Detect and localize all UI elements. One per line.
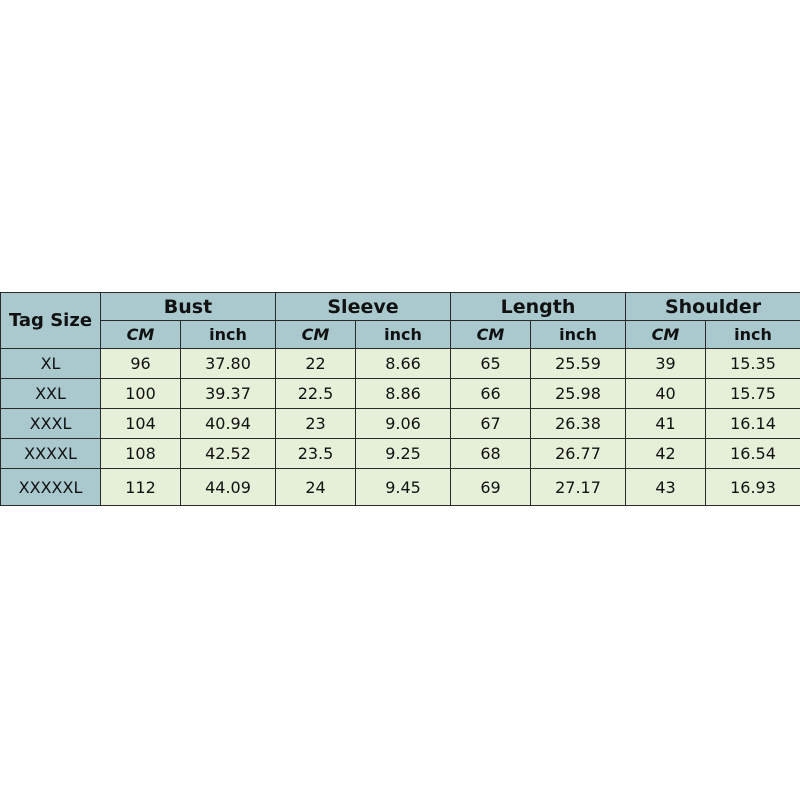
value-cell: 15.75 (705, 378, 800, 409)
table-row: XXL 100 39.37 22.5 8.86 66 25.98 40 15.75 (0, 378, 800, 409)
size-cell: XL (0, 348, 101, 379)
value-cell: 9.06 (355, 408, 451, 439)
value-cell: 22.5 (275, 378, 356, 409)
value-cell: 23.5 (275, 438, 356, 469)
inch-unit-header: inch (355, 320, 451, 349)
value-cell: 16.93 (705, 468, 800, 506)
table-row: XXXL 104 40.94 23 9.06 67 26.38 41 16.14 (0, 408, 800, 439)
tag-size-header: Tag Size (0, 292, 101, 349)
value-cell: 104 (100, 408, 181, 439)
value-cell: 25.98 (529, 378, 627, 409)
value-cell: 9.45 (355, 468, 451, 506)
value-cell: 16.54 (705, 438, 800, 469)
value-cell: 40.94 (180, 408, 276, 439)
value-cell: 42.52 (180, 438, 276, 469)
inch-unit-header: inch (529, 320, 627, 349)
value-cell: 41 (625, 408, 707, 439)
value-cell: 100 (100, 378, 181, 409)
value-cell: 16.14 (705, 408, 800, 439)
size-chart-table: Tag Size Bust Sleeve Length Shoulder CM i… (0, 292, 800, 506)
inch-unit-header: inch (705, 320, 800, 349)
cm-unit-header: CM (100, 320, 181, 349)
value-cell: 39 (625, 348, 707, 379)
value-cell: 68 (450, 438, 531, 469)
value-cell: 23 (275, 408, 356, 439)
value-cell: 8.86 (355, 378, 451, 409)
value-cell: 26.38 (529, 408, 627, 439)
size-cell: XXXXXL (0, 468, 101, 506)
value-cell: 69 (450, 468, 531, 506)
value-cell: 8.66 (355, 348, 451, 379)
inch-unit-header: inch (180, 320, 276, 349)
cm-unit-header: CM (450, 320, 531, 349)
value-cell: 66 (450, 378, 531, 409)
value-cell: 44.09 (180, 468, 276, 506)
value-cell: 42 (625, 438, 707, 469)
table-row: XL 96 37.80 22 8.66 65 25.59 39 15.35 (0, 348, 800, 379)
table-row: XXXXL 108 42.52 23.5 9.25 68 26.77 42 16.54 (0, 438, 800, 469)
value-cell: 22 (275, 348, 356, 379)
value-cell: 27.17 (529, 468, 627, 506)
value-cell: 40 (625, 378, 707, 409)
value-cell: 43 (625, 468, 707, 506)
value-cell: 108 (100, 438, 181, 469)
size-cell: XXL (0, 378, 101, 409)
value-cell: 112 (100, 468, 181, 506)
value-cell: 39.37 (180, 378, 276, 409)
cm-unit-header: CM (625, 320, 707, 349)
table-row: XXXXXL 112 44.09 24 9.45 69 27.17 43 16.93 (0, 468, 800, 506)
value-cell: 15.35 (705, 348, 800, 379)
value-cell: 37.80 (180, 348, 276, 379)
value-cell: 96 (100, 348, 181, 379)
sleeve-header: Sleeve (275, 292, 451, 321)
length-header: Length (449, 292, 627, 321)
shoulder-header: Shoulder (625, 292, 800, 321)
cm-unit-header: CM (275, 320, 356, 349)
value-cell: 24 (275, 468, 356, 506)
value-cell: 9.25 (355, 438, 451, 469)
size-cell: XXXXL (0, 438, 101, 469)
value-cell: 26.77 (529, 438, 627, 469)
bust-header: Bust (100, 292, 276, 321)
value-cell: 65 (450, 348, 531, 379)
value-cell: 67 (450, 408, 531, 439)
size-cell: XXXL (0, 408, 101, 439)
value-cell: 25.59 (529, 348, 627, 379)
